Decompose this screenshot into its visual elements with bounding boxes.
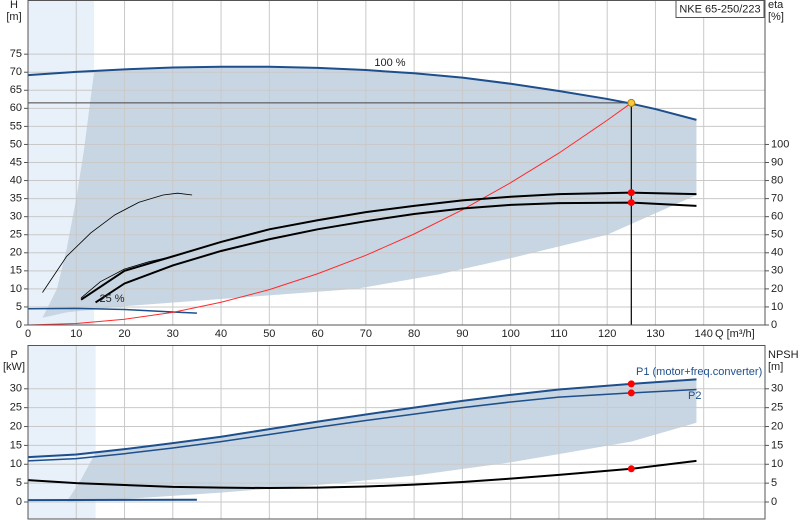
curve xyxy=(28,102,632,325)
y2-tick-label: 15 xyxy=(771,439,783,451)
curve xyxy=(80,191,697,301)
y2-tick-label: 90 xyxy=(771,156,783,168)
curve-label: 100 % xyxy=(374,57,405,69)
plots: 0510152025303540455055606570750102030405… xyxy=(3,0,799,520)
curve xyxy=(42,192,193,293)
x-tick-label: 20 xyxy=(118,328,130,340)
y2-axis-unit: [%] xyxy=(768,11,784,23)
duty-point xyxy=(627,189,635,197)
y2-tick-label: 0 xyxy=(771,496,777,508)
plot-frame xyxy=(27,345,766,520)
y2-tick-label: 60 xyxy=(771,211,783,223)
y2-tick-label: 20 xyxy=(771,283,783,295)
y2-tick-label: 25 xyxy=(771,402,783,414)
y-tick-label: 25 xyxy=(10,402,22,414)
y2-tick-label: 70 xyxy=(771,193,783,205)
y2-axis-label: NPSH xyxy=(768,349,799,361)
chart-title: NKE 65-250/223 xyxy=(679,3,760,15)
y-tick-label: 10 xyxy=(10,458,22,470)
y2-tick-label: 100 xyxy=(771,138,789,150)
x-tick-label: 70 xyxy=(360,328,372,340)
curve xyxy=(80,255,173,299)
y-tick-label: 55 xyxy=(10,120,22,132)
y2-tick-label: 80 xyxy=(771,174,783,186)
y-tick-label: 0 xyxy=(16,319,22,331)
y-tick-label: 0 xyxy=(16,496,22,508)
x-tick-label: 120 xyxy=(598,328,616,340)
y-tick-label: 20 xyxy=(10,420,22,432)
curve-label: P2 xyxy=(688,390,701,402)
x-tick-label: 30 xyxy=(167,328,179,340)
y2-axis-unit: [m] xyxy=(768,361,783,373)
x-tick-label: 140 xyxy=(695,328,713,340)
duty-point xyxy=(627,380,635,388)
operating-range xyxy=(66,379,697,503)
plot-area xyxy=(28,345,765,519)
y2-tick-label: 40 xyxy=(771,247,783,259)
y-tick-label: 30 xyxy=(10,383,22,395)
y2-tick-label: 30 xyxy=(771,383,783,395)
y-axis-unit: [kW] xyxy=(3,361,25,373)
y-tick-label: 5 xyxy=(16,301,22,313)
y2-tick-label: 10 xyxy=(771,301,783,313)
x-tick-label: 130 xyxy=(646,328,664,340)
curve xyxy=(28,388,697,462)
x-tick-label: 40 xyxy=(215,328,227,340)
y2-tick-label: 50 xyxy=(771,229,783,241)
title-box xyxy=(675,0,765,18)
curve xyxy=(95,201,697,304)
x-tick-label: 50 xyxy=(263,328,275,340)
y-axis-label: P xyxy=(10,349,17,361)
y-tick-label: 15 xyxy=(10,439,22,451)
curve xyxy=(28,378,697,459)
x-tick-label: 110 xyxy=(550,328,568,340)
y-tick-label: 35 xyxy=(10,193,22,205)
y-tick-label: 50 xyxy=(10,138,22,150)
duty-point xyxy=(627,389,635,397)
y-tick-label: 5 xyxy=(16,477,22,489)
y-tick-label: 60 xyxy=(10,102,22,114)
x-tick-label: 10 xyxy=(70,328,82,340)
x-tick-label: 100 xyxy=(501,328,519,340)
x-axis-label: Q [m³/h] xyxy=(715,328,755,340)
x-tick-label: 60 xyxy=(311,328,323,340)
duty-point xyxy=(627,199,635,207)
curve xyxy=(28,65,697,121)
duty-point xyxy=(627,465,635,473)
y-tick-label: 30 xyxy=(10,211,22,223)
x-tick-label: 80 xyxy=(408,328,420,340)
y-tick-label: 15 xyxy=(10,265,22,277)
y-tick-label: 25 xyxy=(10,229,22,241)
curve xyxy=(28,307,197,314)
y2-tick-label: 5 xyxy=(771,477,777,489)
x-tick-label: 0 xyxy=(25,328,31,340)
curve xyxy=(28,459,697,490)
y-tick-label: 40 xyxy=(10,174,22,186)
y2-axis-label: eta xyxy=(768,0,784,11)
y-tick-label: 10 xyxy=(10,283,22,295)
y-tick-label: 75 xyxy=(10,48,22,60)
y-axis-label: H xyxy=(10,0,18,11)
y-tick-label: 70 xyxy=(10,66,22,78)
y-tick-label: 65 xyxy=(10,84,22,96)
y2-tick-label: 0 xyxy=(771,319,777,331)
curve-label: P1 (motor+freq.converter) xyxy=(636,366,762,378)
y2-tick-label: 10 xyxy=(771,458,783,470)
plot-area xyxy=(28,0,765,325)
y-axis-unit: [m] xyxy=(6,11,21,23)
curve-label: 25 % xyxy=(99,293,124,305)
duty-point xyxy=(627,98,636,107)
x-tick-label: 90 xyxy=(456,328,468,340)
y2-tick-label: 20 xyxy=(771,420,783,432)
y-tick-label: 45 xyxy=(10,156,22,168)
y2-tick-label: 30 xyxy=(771,265,783,277)
y-tick-label: 20 xyxy=(10,247,22,259)
